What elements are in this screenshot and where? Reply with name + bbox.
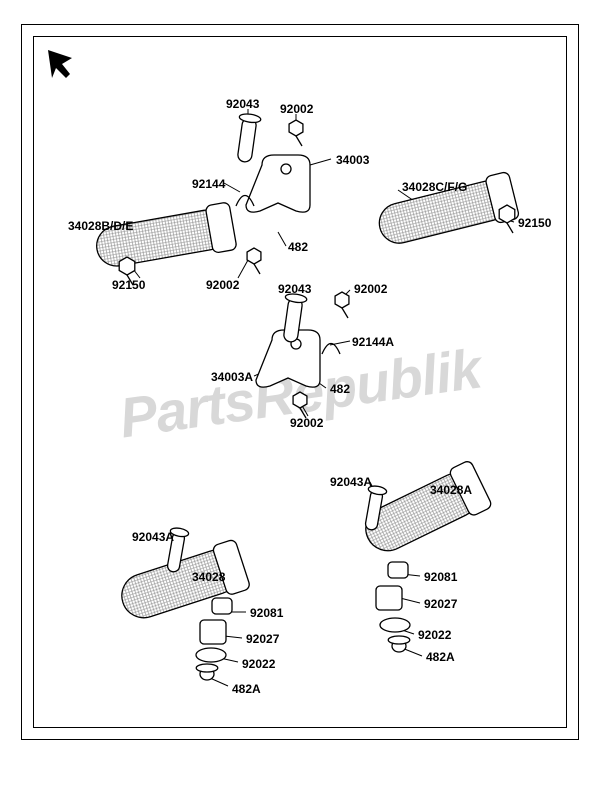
part-label-92027_l: 92027: [246, 632, 279, 646]
part-label-482A_r: 482A: [426, 650, 455, 664]
part-rear-joint-r: [376, 586, 402, 610]
part-pin-top: [233, 113, 261, 164]
part-rear-washer-r: [380, 618, 410, 632]
part-label-92027_r: 92027: [424, 597, 457, 611]
part-label-34028: 34028: [192, 570, 225, 584]
part-label-92022_l: 92022: [242, 657, 275, 671]
part-label-92002_mr: 92002: [354, 282, 387, 296]
part-rear-joint-l: [200, 620, 226, 644]
parts-illustration: [0, 0, 600, 785]
part-label-92022_r: 92022: [418, 628, 451, 642]
part-label-92150_r: 92150: [518, 216, 551, 230]
part-label-482_mid: 482: [330, 382, 350, 396]
part-label-92002_b: 92002: [290, 416, 323, 430]
part-label-92144A: 92144A: [352, 335, 394, 349]
part-label-92144: 92144: [192, 177, 225, 191]
part-cap-right: [499, 205, 515, 233]
part-bolt-mid-l: [247, 248, 261, 274]
part-label-34028BDE: 34028B/D/E: [68, 219, 133, 233]
part-rear-peg-l: [115, 539, 251, 627]
part-label-482A_l: 482A: [232, 682, 261, 696]
part-rear-washer-l: [196, 648, 226, 662]
part-bolt-mid-r: [335, 292, 349, 318]
part-rear-pin2-l: [196, 664, 218, 680]
part-rear-collar-r: [388, 562, 408, 578]
part-label-92043: 92043: [226, 97, 259, 111]
part-label-92043A_l: 92043A: [132, 530, 174, 544]
part-label-92002_ml: 92002: [206, 278, 239, 292]
part-label-92043A_r: 92043A: [330, 475, 372, 489]
part-footpeg-left: [93, 202, 237, 273]
part-label-92043_m: 92043: [278, 282, 311, 296]
part-label-92002_top: 92002: [280, 102, 313, 116]
part-bolt-b1: [293, 392, 307, 418]
part-label-92081_r: 92081: [424, 570, 457, 584]
part-label-92150_l: 92150: [112, 278, 145, 292]
part-label-34028CFG: 34028C/F/G: [402, 180, 467, 194]
part-label-482_top: 482: [288, 240, 308, 254]
part-label-34003A: 34003A: [211, 370, 253, 384]
part-rear-collar-l: [212, 598, 232, 614]
part-label-34028A: 34028A: [430, 483, 472, 497]
part-holder-top: [246, 155, 310, 212]
part-bolt-top: [289, 120, 303, 146]
part-label-34003: 34003: [336, 153, 369, 167]
part-label-92081_l: 92081: [250, 606, 283, 620]
